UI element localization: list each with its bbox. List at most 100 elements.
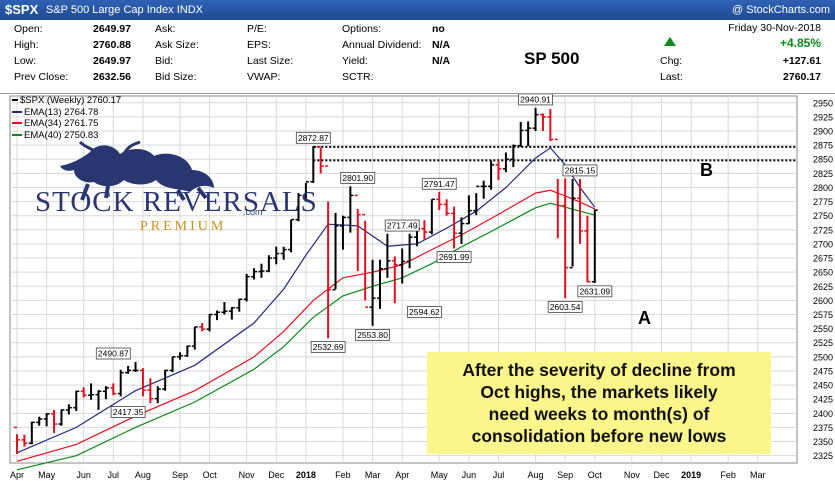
price-bar <box>451 206 458 249</box>
price-bar <box>65 404 72 415</box>
ema13-swatch-icon <box>12 110 22 113</box>
price-bar <box>132 361 139 373</box>
price-bar <box>510 144 517 168</box>
y-tick-label: 2825 <box>813 169 833 179</box>
price-bar <box>199 322 206 332</box>
y-tick-label: 2875 <box>813 141 833 151</box>
price-bar <box>436 191 443 211</box>
price-bar <box>110 383 117 396</box>
price-bar <box>176 352 183 360</box>
price-bar <box>14 426 20 454</box>
logo-dotcom: .com <box>243 207 263 217</box>
price-bar <box>428 198 435 235</box>
price-bar <box>125 365 132 374</box>
price-bar <box>28 421 35 445</box>
legend-price-text: $SPX (Weekly) 2760.17 <box>20 95 122 106</box>
x-axis: Apr May Jun Jul Aug Sep Oct Nov Dec 2018 Feb Mar Apr… <box>10 470 766 480</box>
bid-size-label: Bid Size: <box>155 71 197 83</box>
yield-label: Yield: <box>342 55 368 67</box>
price-callout-box <box>310 340 346 353</box>
price-bar <box>206 313 213 332</box>
vwap-label: VWAP: <box>247 71 281 83</box>
note-line-2: Oct highs, the markets likely <box>480 382 718 402</box>
price-bar <box>354 194 361 272</box>
price-bar <box>465 195 472 225</box>
sctr-label: SCTR: <box>342 71 374 83</box>
price-callout-box <box>110 406 146 418</box>
index-name-text: S&P 500 Large Cap Index <box>46 4 174 16</box>
x-tick-label: Sep <box>172 470 188 480</box>
price-callout-box <box>577 285 613 298</box>
y-tick-label: 2525 <box>813 338 833 348</box>
price-bar <box>339 215 346 250</box>
x-tick-label: Jul <box>493 470 505 480</box>
y-tick-label: 2675 <box>813 254 833 264</box>
x-tick-label: Nov <box>624 470 641 480</box>
label-b: B <box>700 160 713 180</box>
price-bar <box>58 409 65 426</box>
price-bar <box>88 383 95 400</box>
price-bar <box>139 368 146 397</box>
x-tick-label: Jul <box>108 470 120 480</box>
price-bar <box>399 248 406 284</box>
prev-close-value: 2632.56 <box>93 71 131 83</box>
ema40-swatch-icon <box>12 133 22 136</box>
price-bar <box>480 180 487 199</box>
price-callout-label: 2594.62 <box>409 307 440 317</box>
dividend-value: N/A <box>432 39 451 51</box>
y-tick-label: 2950 <box>813 98 833 108</box>
open-label: Open: <box>14 23 43 35</box>
x-tick-label: Aug <box>528 470 544 480</box>
price-callout-box <box>518 94 553 106</box>
legend-ema40-text: EMA(40) 2750.83 <box>24 129 99 141</box>
price-callout-label: 2490.87 <box>98 349 129 359</box>
price-bar <box>317 146 324 174</box>
x-tick-label: Oct <box>203 470 218 480</box>
index-name: S&P 500 Large Cap Index INDX <box>46 4 203 16</box>
price-bar <box>495 160 502 181</box>
change-percent: +4.85% <box>779 36 821 50</box>
last-size-label: Last Size: <box>247 55 294 67</box>
y-tick-label: 2750 <box>813 211 833 221</box>
quote-date: Friday 30-Nov-2018 <box>728 22 821 34</box>
price-callout-label: 2603.54 <box>550 302 581 312</box>
x-tick-label: Jun <box>76 470 91 480</box>
price-callout-box <box>95 347 131 360</box>
price-bar <box>362 213 369 308</box>
logo-wordmark: STOCK REVERSALS <box>35 186 318 218</box>
price-bar <box>458 217 465 244</box>
price-bar <box>236 298 243 312</box>
y-tick-label: 2800 <box>813 183 833 193</box>
x-tick-label: Apr <box>395 470 409 480</box>
ask-size-label: Ask Size: <box>155 39 199 51</box>
y-tick-label: 2925 <box>813 112 833 122</box>
price-callout-box <box>407 306 442 318</box>
price-bar <box>539 113 546 132</box>
price-callout-label: 2631.09 <box>579 286 610 296</box>
price-annotations: 2490.87 2417.35 2872.87 2532.69 2801.90 2553.… <box>95 94 613 418</box>
ticker-symbol: $SPX <box>5 2 39 17</box>
price-bar <box>184 345 191 357</box>
x-tick-label: Sep <box>557 470 573 480</box>
price-bar <box>288 218 295 253</box>
x-tick-label: Dec <box>653 470 670 480</box>
x-tick-label: Feb <box>720 470 736 480</box>
price-callout-box <box>384 219 420 232</box>
price-bar <box>584 215 591 283</box>
legend-ema34-text: EMA(34) 2761.75 <box>24 118 99 129</box>
price-bar <box>488 160 495 190</box>
price-bar <box>406 233 413 269</box>
y-tick-label: 2325 <box>813 451 833 461</box>
prev-close-label: Prev Close: <box>14 71 69 83</box>
last-label: Last: <box>660 71 683 83</box>
price-bar <box>384 233 391 278</box>
price-bar <box>51 409 58 434</box>
price-bar <box>117 369 124 397</box>
annotation-note: After the severity of decline from Oct h… <box>427 352 771 454</box>
price-bar <box>421 220 428 240</box>
options-label: Options: <box>342 23 382 35</box>
price-bar <box>147 378 154 404</box>
price-bar <box>214 310 221 321</box>
y-axis: 2325 2350 2375 2400 2425 2450 2475 2500 2525 2550… <box>813 98 833 461</box>
y-tick-label: 2625 <box>813 282 833 292</box>
